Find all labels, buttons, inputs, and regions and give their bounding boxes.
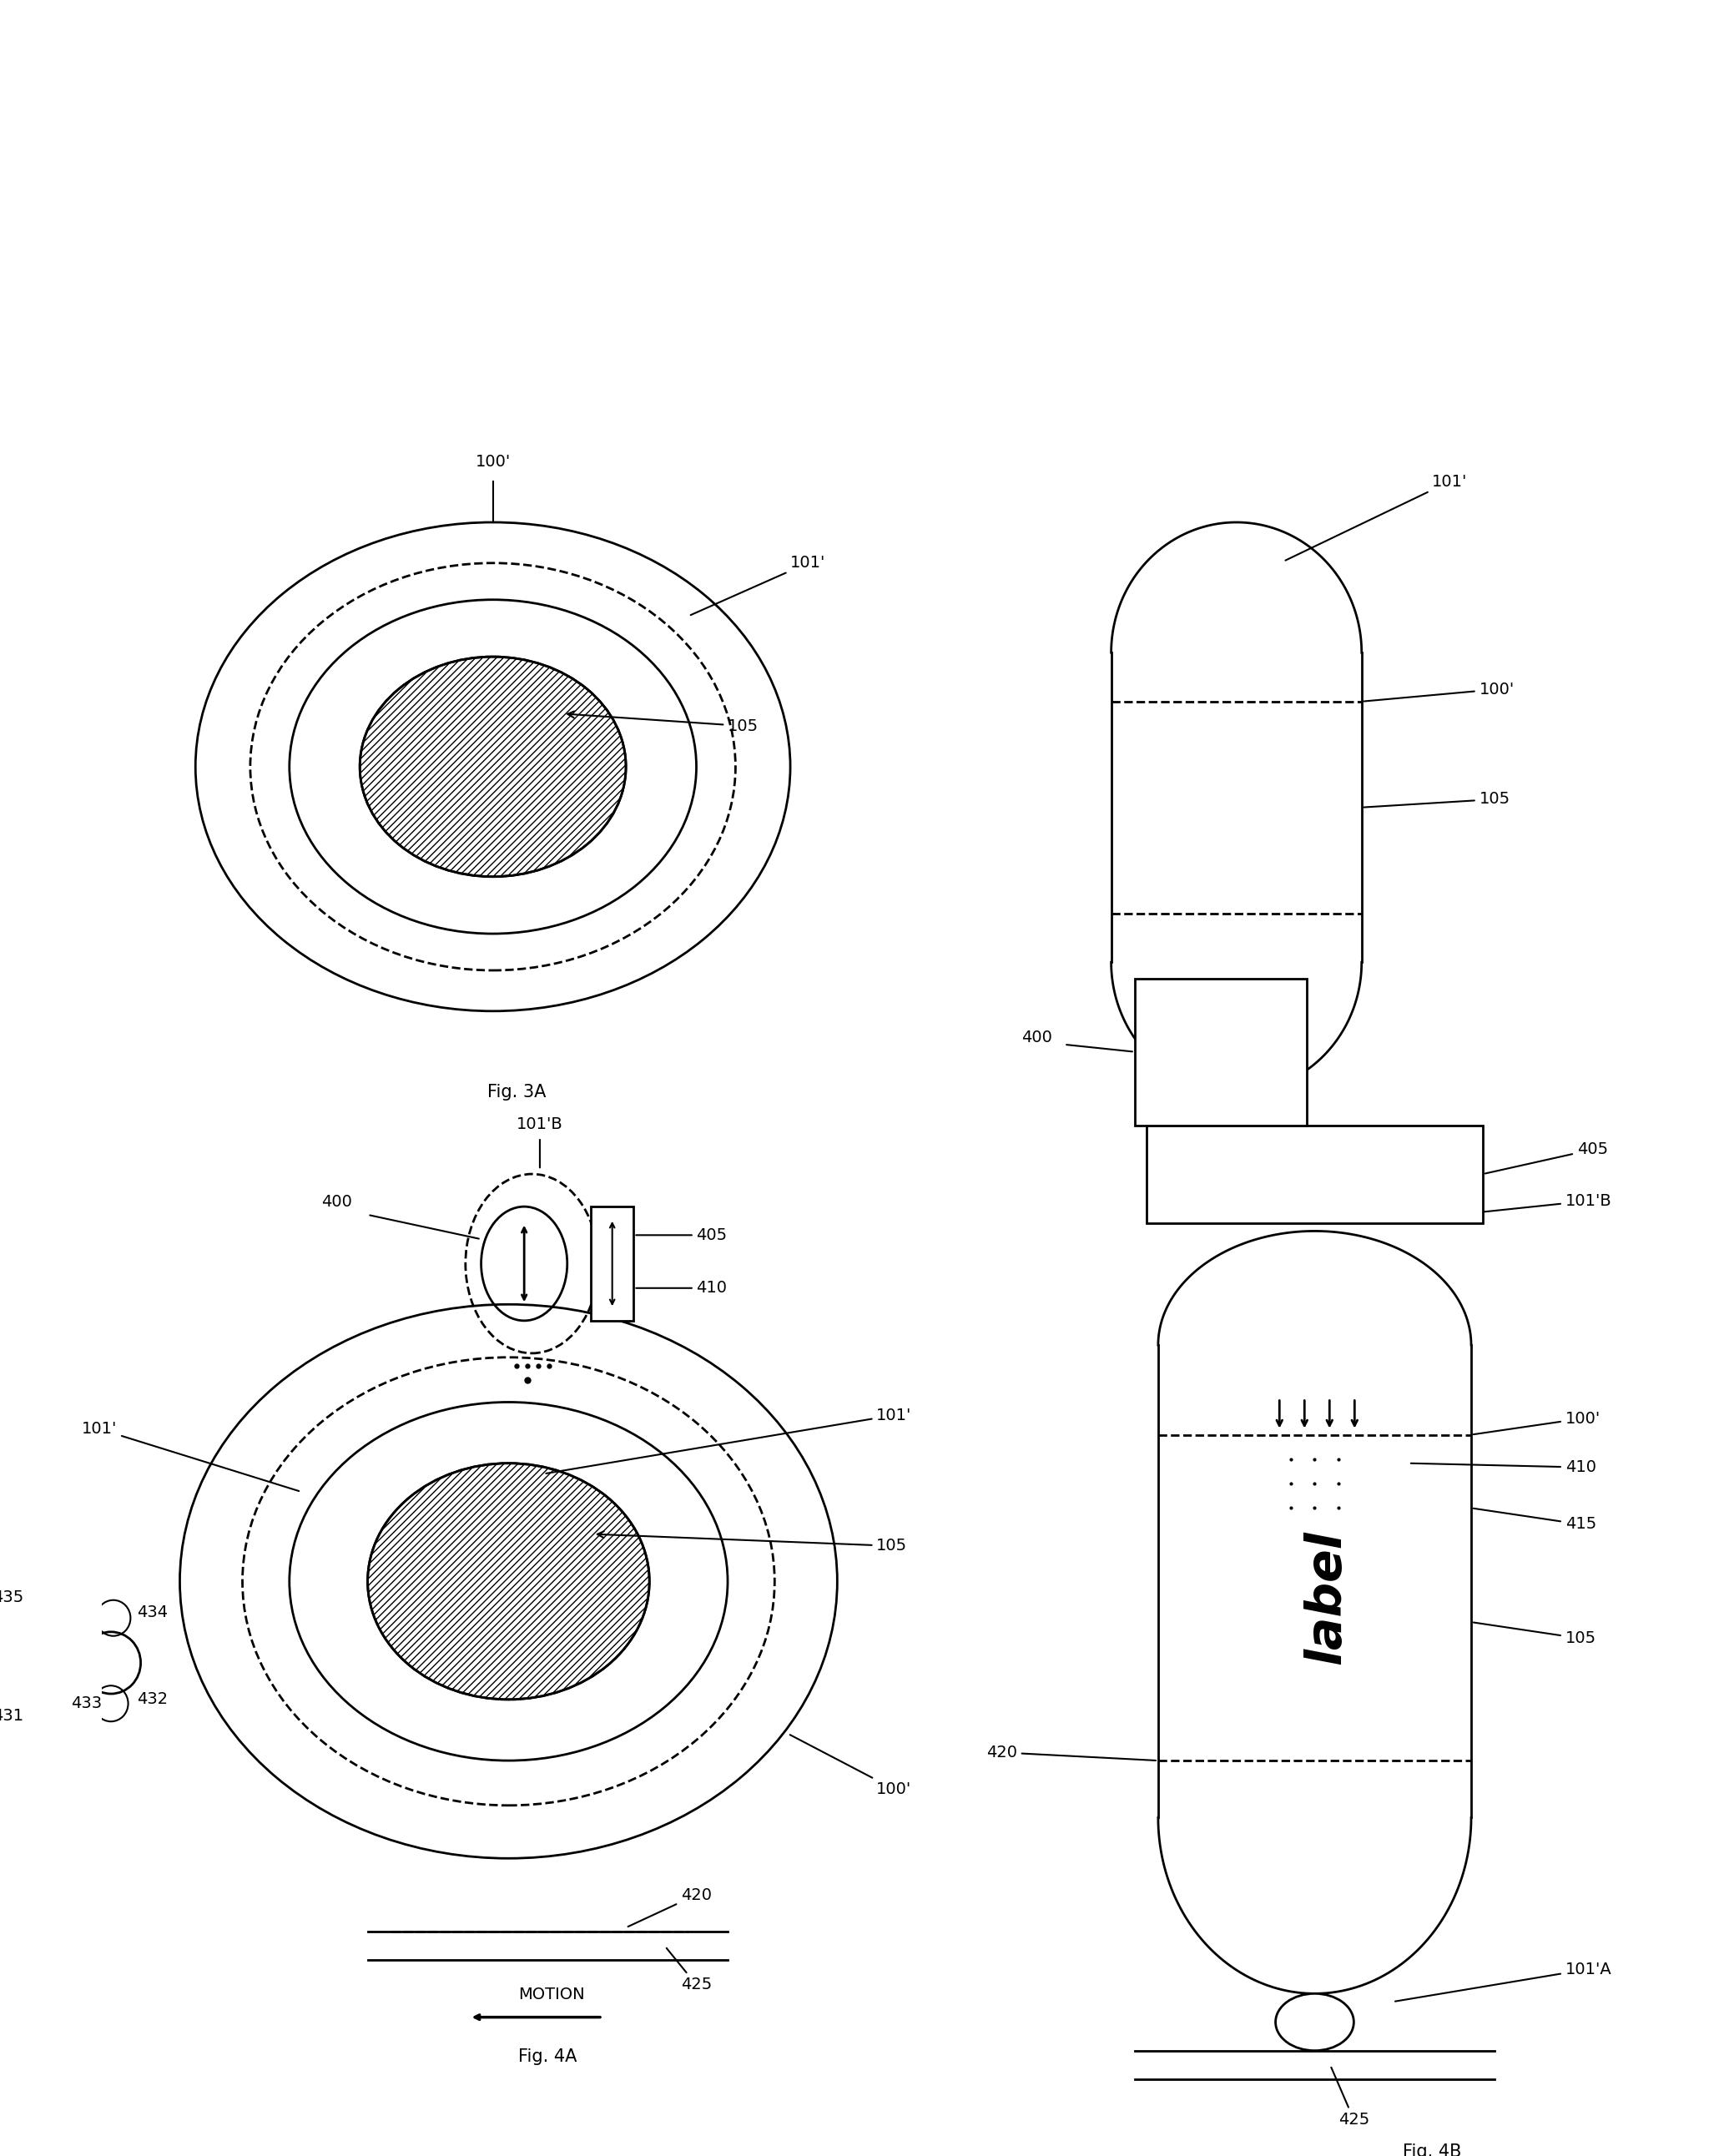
- Text: Fig. 4A: Fig. 4A: [519, 2048, 577, 2065]
- Text: MOTION: MOTION: [519, 1986, 584, 2003]
- Text: Fig. 4B: Fig. 4B: [1402, 2143, 1461, 2156]
- Text: label: label: [1302, 1531, 1350, 1664]
- Text: 101'B: 101'B: [517, 1117, 564, 1132]
- Bar: [1134, 979, 1307, 1125]
- Bar: [1146, 1125, 1483, 1222]
- Ellipse shape: [1276, 1994, 1354, 2050]
- Text: 100': 100': [1364, 681, 1515, 701]
- Text: 420: 420: [628, 1886, 712, 1927]
- Text: Fig. 3B: Fig. 3B: [1300, 1166, 1359, 1181]
- Text: 410: 410: [1411, 1460, 1596, 1475]
- Text: 101'B: 101'B: [1473, 1192, 1611, 1214]
- Text: 425: 425: [1331, 2068, 1369, 2128]
- Text: 410: 410: [636, 1281, 728, 1296]
- Text: 101': 101': [1285, 474, 1468, 561]
- Text: 105: 105: [597, 1531, 908, 1554]
- Text: 100': 100': [1473, 1410, 1601, 1434]
- Text: 105: 105: [1473, 1623, 1596, 1647]
- Ellipse shape: [368, 1464, 650, 1699]
- Text: 435: 435: [0, 1589, 22, 1606]
- Text: 101': 101': [81, 1421, 299, 1492]
- Bar: [591, 1207, 635, 1322]
- Text: 101': 101': [690, 554, 826, 614]
- Text: 101': 101': [546, 1408, 911, 1473]
- Text: Fig. 3A: Fig. 3A: [488, 1084, 546, 1102]
- Text: 405: 405: [636, 1227, 728, 1244]
- Text: 100': 100': [790, 1736, 911, 1796]
- Text: 405: 405: [1485, 1143, 1608, 1173]
- Text: 425: 425: [666, 1949, 712, 1992]
- Text: 433: 433: [71, 1695, 102, 1712]
- Text: 400: 400: [1022, 1028, 1053, 1046]
- Text: 100': 100': [475, 453, 510, 470]
- Text: 420: 420: [986, 1744, 1155, 1761]
- Text: 101'A: 101'A: [1395, 1962, 1611, 2001]
- Text: 400: 400: [322, 1194, 351, 1210]
- Text: 434: 434: [137, 1604, 168, 1621]
- Text: 105: 105: [1364, 791, 1509, 806]
- Text: 415: 415: [1473, 1509, 1596, 1533]
- Ellipse shape: [360, 658, 626, 877]
- Text: 105: 105: [567, 711, 759, 733]
- Text: 431: 431: [0, 1708, 22, 1723]
- Text: 432: 432: [137, 1692, 168, 1708]
